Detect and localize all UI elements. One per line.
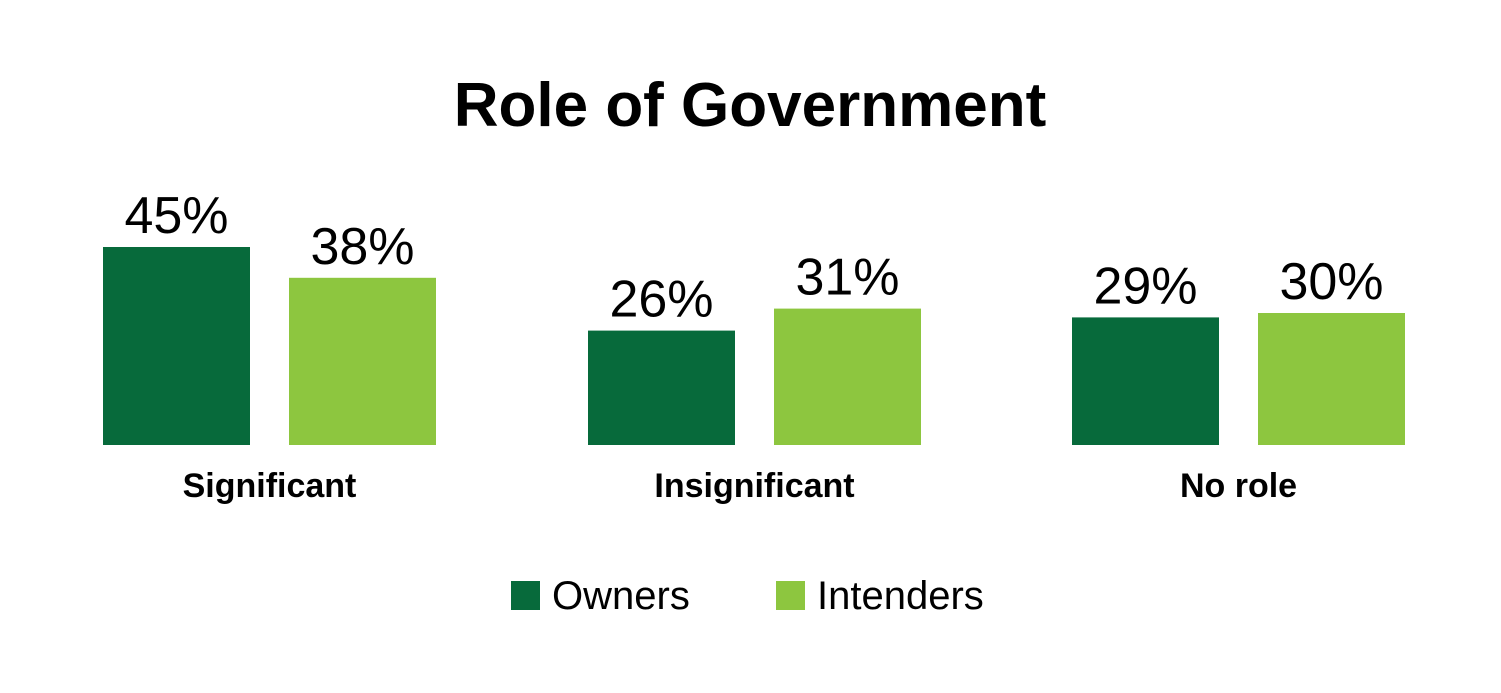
chart-title: Role of Government [454, 71, 1047, 140]
category-label: No role [1180, 467, 1297, 505]
legend-label-owners: Owners [552, 574, 690, 618]
value-label-significant-owners: 45% [124, 187, 228, 245]
value-label-insignificant-intenders: 31% [795, 249, 899, 307]
value-label-no-role-intenders: 30% [1279, 253, 1383, 311]
category-label: Significant [183, 467, 357, 505]
bars-layer [103, 247, 1405, 445]
legend: Owners Intenders [511, 574, 984, 618]
value-labels-layer: 45% 38% 26% 31% 29% 30% [124, 187, 1383, 329]
bar-insignificant-intenders [774, 308, 921, 445]
category-label: Insignificant [654, 467, 854, 505]
legend-label-intenders: Intenders [817, 574, 984, 618]
legend-swatch-owners [511, 581, 540, 610]
value-label-no-role-owners: 29% [1093, 257, 1197, 315]
value-label-insignificant-owners: 26% [609, 271, 713, 329]
value-label-significant-intenders: 38% [310, 218, 414, 276]
category-labels-layer: Significant Insignificant No role [183, 467, 1297, 505]
bar-no-role-owners [1072, 317, 1219, 445]
legend-swatch-intenders [776, 581, 805, 610]
bar-insignificant-owners [588, 330, 735, 445]
bar-significant-intenders [289, 277, 436, 445]
bar-no-role-intenders [1258, 313, 1405, 445]
bar-significant-owners [103, 247, 250, 445]
